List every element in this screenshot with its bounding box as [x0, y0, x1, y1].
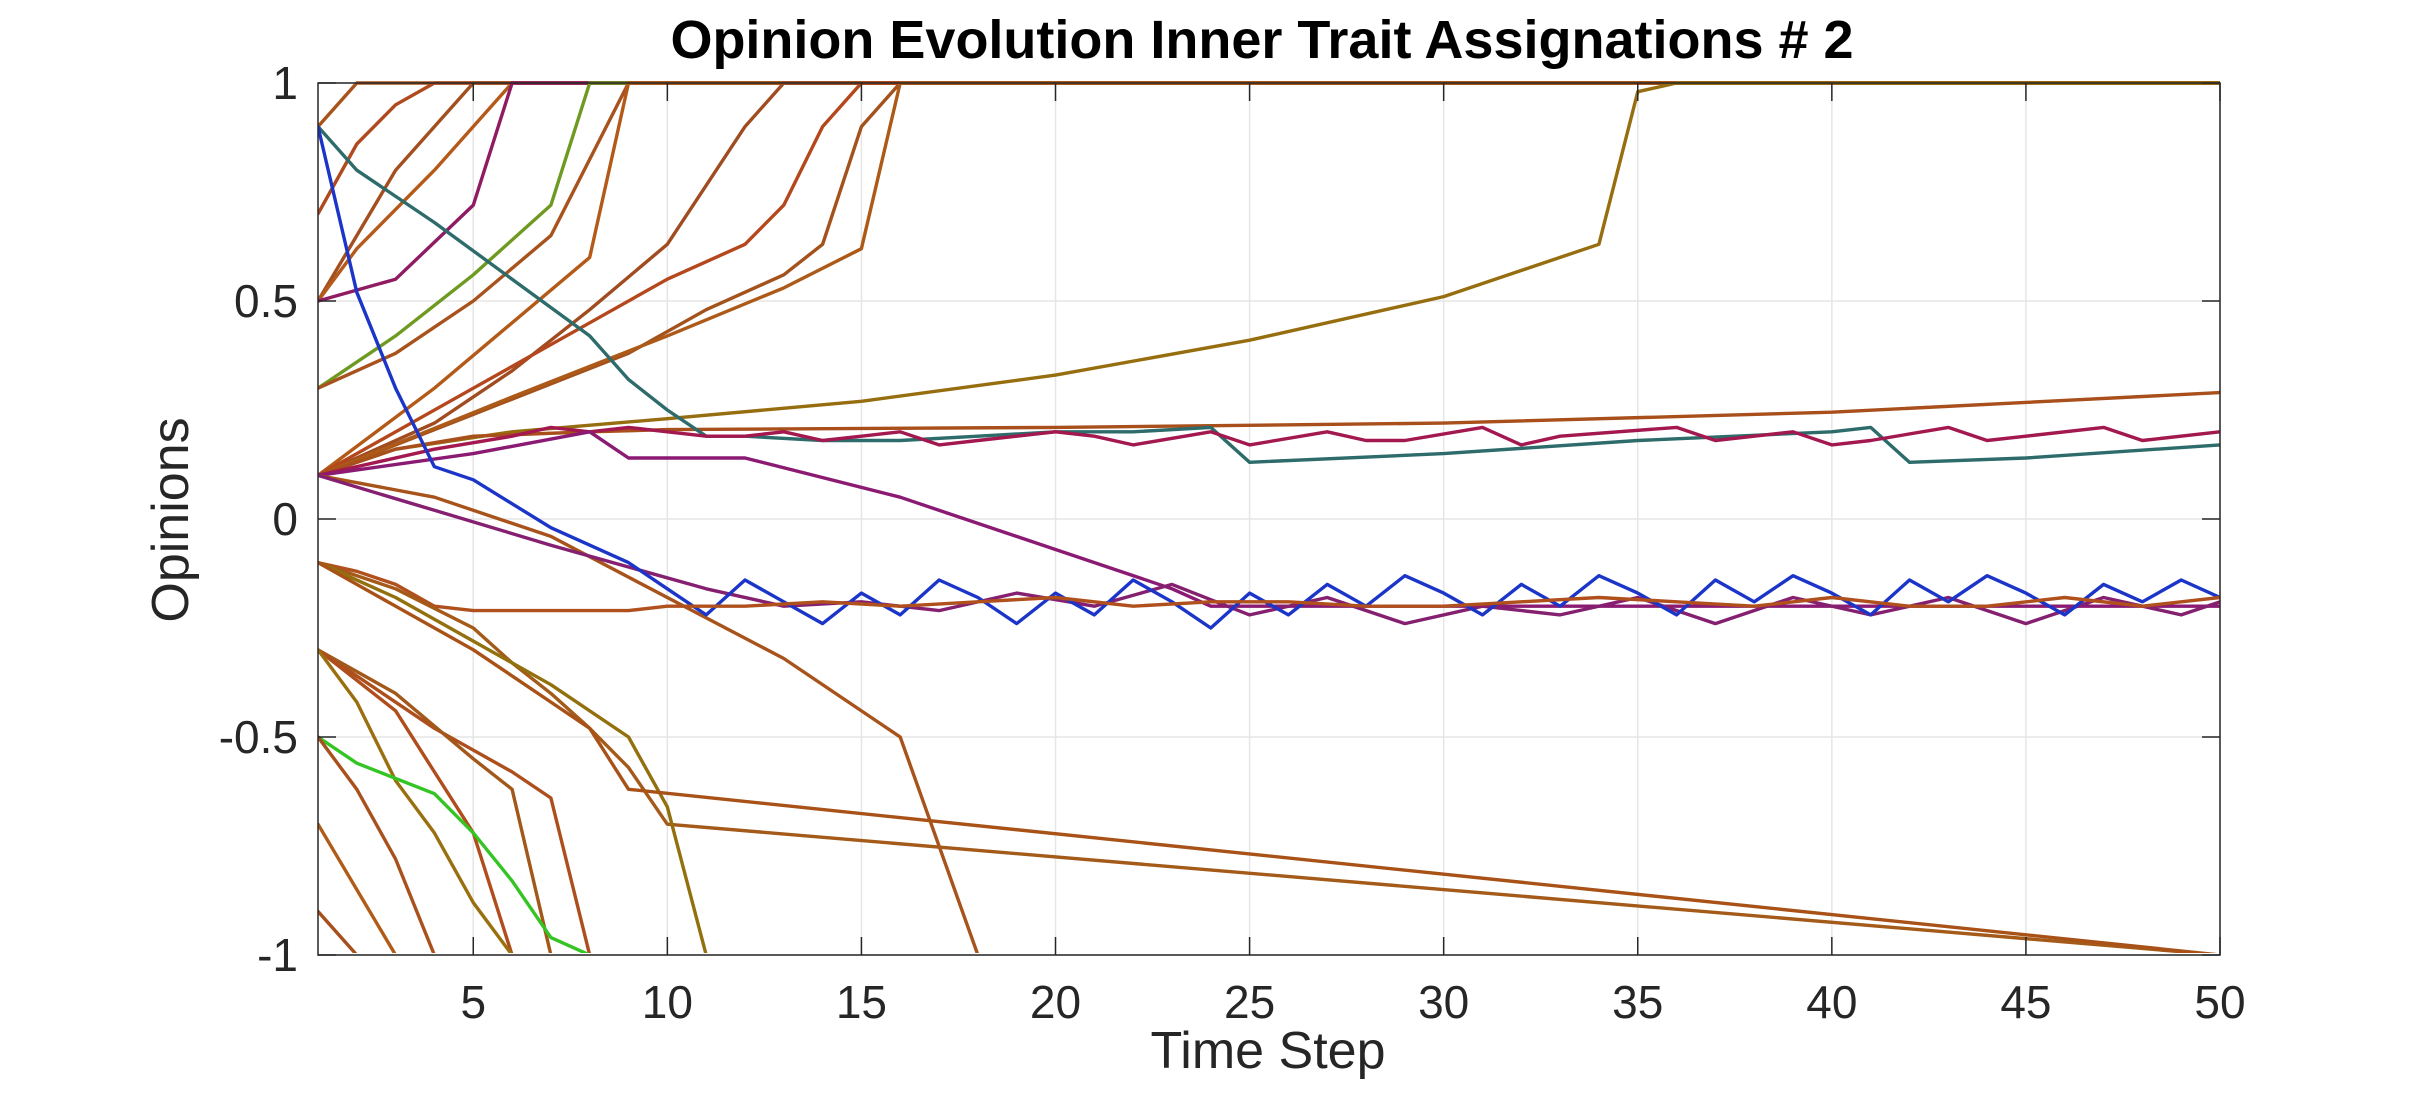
series-line-agent-18 — [318, 473, 979, 953]
series-line-agent-10 — [318, 81, 2220, 478]
y-tick-label: 0 — [272, 493, 298, 545]
series-line-agent-23 — [318, 560, 708, 953]
series-line-agent-20 — [318, 124, 2220, 630]
x-tick-label: 30 — [1418, 976, 1469, 1028]
x-tick-label: 35 — [1612, 976, 1663, 1028]
x-tick-label: 20 — [1030, 976, 1081, 1028]
series-line-agent-24 — [318, 560, 2218, 953]
y-tick-label: 1 — [272, 57, 298, 109]
series-line-agent-11 — [318, 81, 2220, 478]
series-line-agent-17 — [318, 430, 2220, 608]
x-tick-label: 15 — [836, 976, 887, 1028]
series-line-agent-16 — [318, 425, 2220, 478]
x-tick-label: 5 — [460, 976, 486, 1028]
series-line-agent-25 — [318, 648, 591, 953]
series-line-agent-22 — [318, 560, 2217, 953]
y-tick-label: -0.5 — [219, 711, 298, 763]
series-line-agent-19 — [318, 473, 2220, 626]
tick-labels: 5 10 15 20 25 30 35 40 45 50 -1 -0.5 0 0.5 1 — [219, 57, 2246, 1028]
chart-title: Opinion Evolution Inner Trait Assignatio… — [670, 10, 1853, 70]
x-axis-label: Time Step — [1150, 1022, 1385, 1080]
series-line-agent-15 — [318, 124, 2220, 464]
y-tick-label: 0.5 — [234, 275, 298, 327]
series-line-agent-14 — [318, 390, 2220, 478]
y-tick-label: -1 — [257, 929, 298, 981]
series-line-agent-29 — [318, 735, 590, 953]
x-tick-label: 40 — [1806, 976, 1857, 1028]
series-line-agent-27 — [318, 648, 514, 953]
x-tick-label: 50 — [2194, 976, 2245, 1028]
series-line-agent-21 — [318, 560, 2220, 613]
series-line-agent-09 — [318, 81, 2220, 478]
x-tick-label: 10 — [642, 976, 693, 1028]
x-tick-label: 25 — [1224, 976, 1275, 1028]
series-line-agent-26 — [318, 648, 553, 953]
x-tick-label: 45 — [2000, 976, 2051, 1028]
series-line-agent-28 — [318, 648, 513, 953]
y-axis-label: Opinions — [142, 417, 200, 622]
ticks — [318, 82, 2221, 956]
series-line-agent-31 — [318, 822, 397, 953]
series-line-agent-32 — [318, 909, 358, 953]
series-line-agent-30 — [318, 735, 436, 953]
